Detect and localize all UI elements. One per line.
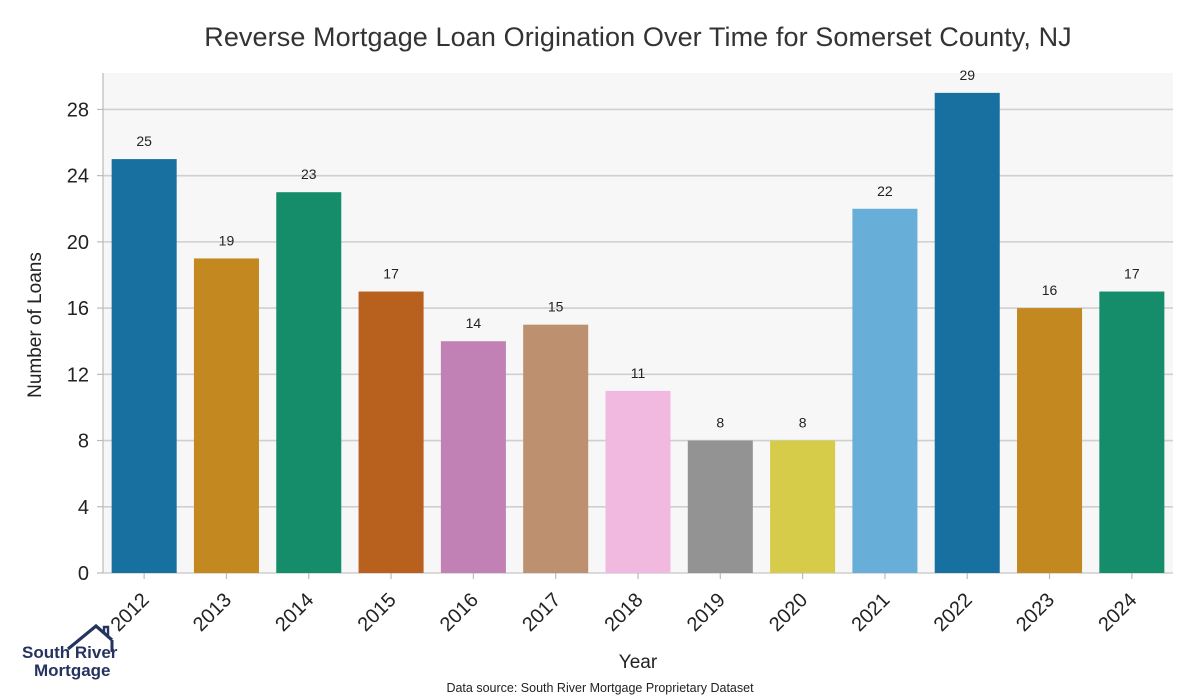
logo-text-line1: South River xyxy=(22,643,118,662)
x-tick-label-2024: 2024 xyxy=(1094,589,1141,636)
chart-title: Reverse Mortgage Loan Origination Over T… xyxy=(204,22,1072,52)
house-roof-icon xyxy=(66,623,114,652)
y-tick-label: 0 xyxy=(78,563,89,585)
bar-2018 xyxy=(605,390,671,573)
x-axis-ticks: 2012 2013 2014 2015 2016 2017 2018 2019 2020 2021… xyxy=(107,573,1141,636)
y-tick-label: 12 xyxy=(67,364,89,386)
bar-2012 xyxy=(111,159,177,573)
bar-2023 xyxy=(1017,308,1083,573)
y-tick-label: 24 xyxy=(67,166,89,188)
bar-2020 xyxy=(770,440,836,573)
data-labels: 25 19 23 17 14 15 11 8 8 22 29 16 17 xyxy=(136,67,1139,431)
bar-2016 xyxy=(440,341,506,573)
y-tick-label: 20 xyxy=(67,232,89,254)
x-tick-label-2013: 2013 xyxy=(189,589,236,636)
x-tick-label-2017: 2017 xyxy=(518,589,565,636)
data-label-2015: 17 xyxy=(383,266,399,282)
bar-2019 xyxy=(687,440,753,573)
x-tick-label-2014: 2014 xyxy=(271,589,318,636)
x-tick-label-2022: 2022 xyxy=(930,589,977,636)
x-tick-label-2015: 2015 xyxy=(354,589,401,636)
data-label-2020: 8 xyxy=(799,415,807,431)
data-source-note: Data source: South River Mortgage Propri… xyxy=(446,681,754,695)
bar-2013 xyxy=(193,258,259,573)
company-logo: South River Mortgage xyxy=(22,622,122,682)
bar-2017 xyxy=(523,324,589,573)
data-label-2024: 17 xyxy=(1124,266,1140,282)
data-label-2023: 16 xyxy=(1042,282,1058,298)
x-axis-label: Year xyxy=(619,652,658,673)
x-tick-label-2018: 2018 xyxy=(601,589,648,636)
x-tick-label-2023: 2023 xyxy=(1012,589,1059,636)
data-label-2022: 29 xyxy=(959,67,975,83)
data-label-2013: 19 xyxy=(219,232,235,248)
y-tick-label: 8 xyxy=(78,431,89,453)
bar-2024 xyxy=(1099,291,1165,573)
y-axis-label: Number of Loans xyxy=(25,252,46,398)
bar-2022 xyxy=(934,92,1000,573)
bars xyxy=(111,92,1165,573)
data-label-2017: 15 xyxy=(548,299,564,315)
x-tick-label-2020: 2020 xyxy=(765,589,812,636)
bar-2014 xyxy=(276,192,342,573)
bar-2021 xyxy=(852,208,918,573)
logo-text-line2: Mortgage xyxy=(34,661,111,680)
data-label-2021: 22 xyxy=(877,183,893,199)
y-axis-ticks: 0 4 8 12 16 20 24 28 xyxy=(67,99,103,585)
data-label-2016: 14 xyxy=(466,315,482,331)
y-tick-label: 28 xyxy=(67,99,89,121)
data-label-2012: 25 xyxy=(136,133,152,149)
y-tick-label: 16 xyxy=(67,298,89,320)
data-label-2014: 23 xyxy=(301,166,317,182)
x-tick-label-2019: 2019 xyxy=(683,589,730,636)
data-label-2018: 11 xyxy=(631,365,646,381)
y-tick-label: 4 xyxy=(78,497,89,519)
x-tick-label-2016: 2016 xyxy=(436,589,483,636)
bar-2015 xyxy=(358,291,424,573)
data-label-2019: 8 xyxy=(716,415,724,431)
x-tick-label-2021: 2021 xyxy=(847,589,894,636)
